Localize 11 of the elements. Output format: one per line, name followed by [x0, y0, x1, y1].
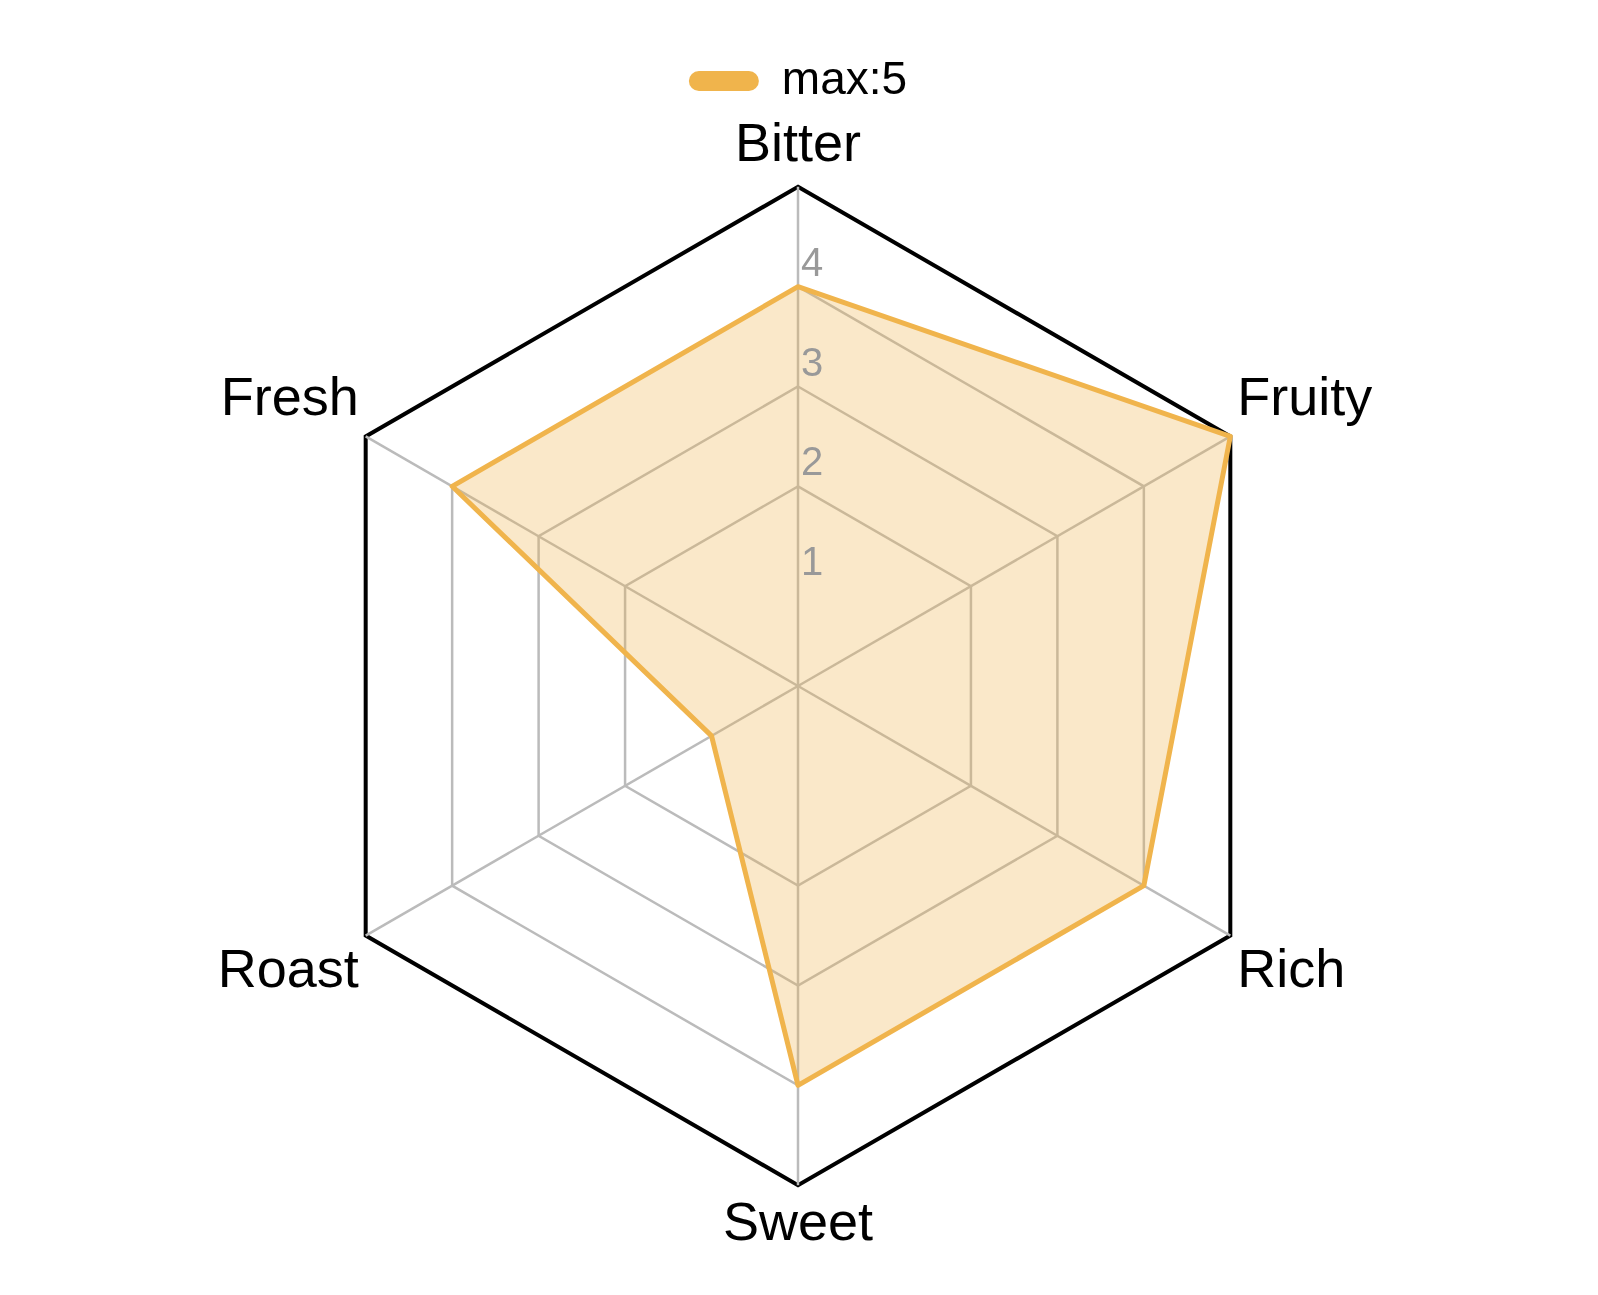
- spoke-label: Bitter: [734, 112, 862, 173]
- spoke-label: Roast: [217, 937, 359, 998]
- y-tick-label: 4: [801, 239, 824, 284]
- legend-label: max:5: [781, 51, 908, 104]
- y-tick-label: 2: [801, 439, 824, 484]
- spoke-label: Fresh: [220, 365, 359, 426]
- y-tick-label: 1: [801, 539, 824, 584]
- spoke-label: Rich: [1237, 937, 1346, 998]
- y-tick-label: 3: [801, 339, 824, 384]
- spoke-label: Sweet: [722, 1191, 874, 1252]
- spoke-label: Fruity: [1237, 365, 1373, 426]
